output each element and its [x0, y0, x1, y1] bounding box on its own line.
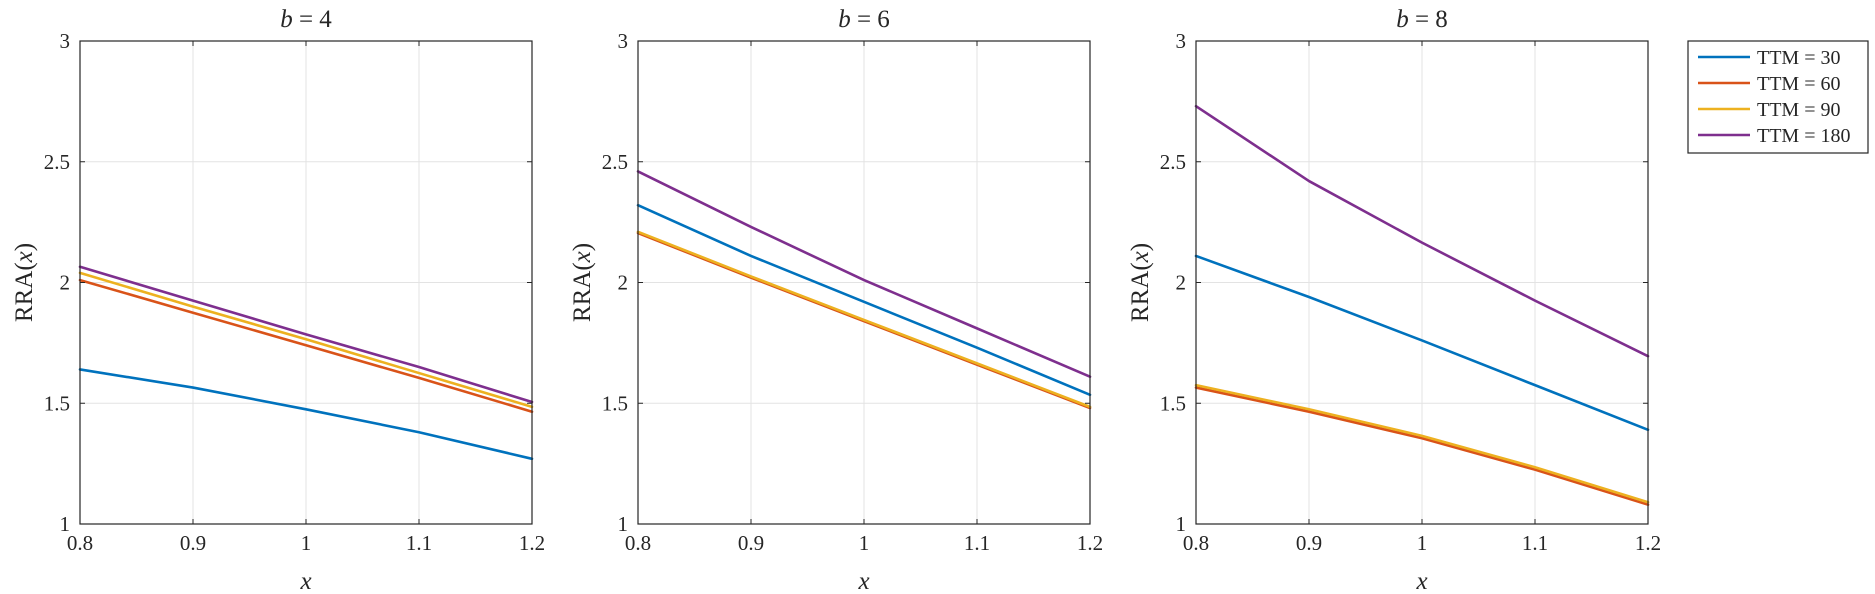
x-tick-label: 0.9: [738, 531, 764, 555]
series-line-ttm=180: [78, 265, 534, 404]
y-label-function: RRA(: [1127, 262, 1154, 322]
series-line-ttm=90: [1194, 383, 1650, 504]
subplot-title: b = 4: [280, 6, 332, 33]
legend: TTM = 30 TTM = 60 TTM = 90 TTM = 180: [1687, 40, 1869, 154]
y-tick-label: 2: [1176, 271, 1187, 295]
title-value: 4: [319, 6, 332, 33]
series-line-ttm=30: [78, 368, 534, 461]
y-tick-label: 1.5: [44, 391, 70, 415]
x-tick-label: 0.8: [67, 531, 93, 555]
x-tick-label: 1: [1417, 531, 1428, 555]
x-axis-label: x: [1415, 568, 1427, 594]
x-tick-label: 1.1: [406, 531, 432, 555]
legend-label: TTM = 30: [1757, 47, 1841, 69]
subplot-title: b = 6: [838, 6, 890, 33]
y-label-close: ): [11, 243, 38, 251]
y-label-function: RRA(: [569, 262, 596, 322]
x-tick-label: 0.9: [1296, 531, 1322, 555]
title-variable: b: [280, 6, 293, 33]
x-tick-label: 1.2: [519, 531, 545, 555]
x-tick-label: 1: [859, 531, 870, 555]
y-axis-label: RRA(x): [1127, 243, 1154, 322]
x-axis-label: x: [299, 568, 311, 594]
series-line-ttm=180: [1194, 104, 1650, 358]
series-line-ttm=180: [636, 170, 1092, 378]
series-line-ttm=30: [636, 203, 1092, 397]
legend-label: TTM = 90: [1757, 99, 1841, 121]
x-tick-label: 1.2: [1635, 531, 1661, 555]
title-value: 6: [877, 6, 890, 33]
title-value: 8: [1435, 6, 1448, 33]
y-tick-label: 1: [60, 512, 71, 536]
series-line-ttm=90: [78, 271, 534, 409]
x-tick-label: 0.8: [625, 531, 651, 555]
series-line-ttm=60: [1194, 386, 1650, 506]
x-tick-label: 0.8: [1183, 531, 1209, 555]
x-tick-label: 1.1: [1522, 531, 1548, 555]
x-tick-label: 1.2: [1077, 531, 1103, 555]
x-tick-label: 1.1: [964, 531, 990, 555]
y-tick-label: 1.5: [1160, 391, 1186, 415]
y-axis-label: RRA(x): [569, 243, 596, 322]
series-line-ttm=60: [78, 278, 534, 414]
series-line-ttm=90: [636, 230, 1092, 409]
y-label-function: RRA(: [11, 262, 38, 322]
title-variable: b: [1396, 6, 1409, 33]
y-label-close: ): [1127, 243, 1154, 251]
x-axis-label: x: [857, 568, 869, 594]
y-tick-label: 2: [618, 271, 629, 295]
y-tick-label: 2.5: [602, 150, 628, 174]
y-tick-label: 1: [618, 512, 629, 536]
x-tick-label: 1: [301, 531, 312, 555]
subplot-title: b = 8: [1396, 6, 1448, 33]
y-label-variable: x: [1127, 251, 1154, 263]
title-equals: =: [293, 6, 320, 33]
y-label-variable: x: [11, 251, 38, 263]
y-label-variable: x: [569, 251, 596, 263]
legend-label: TTM = 60: [1757, 73, 1841, 95]
y-tick-label: 2: [60, 271, 71, 295]
legend-label: TTM = 180: [1757, 125, 1851, 147]
y-tick-label: 2.5: [1160, 150, 1186, 174]
title-variable: b: [838, 6, 851, 33]
title-equals: =: [1409, 6, 1436, 33]
series-line-ttm=30: [1194, 254, 1650, 432]
y-tick-label: 2.5: [44, 150, 70, 174]
y-tick-label: 3: [1176, 29, 1187, 53]
y-tick-label: 3: [60, 29, 71, 53]
y-tick-label: 3: [618, 29, 629, 53]
y-label-close: ): [569, 243, 596, 251]
y-axis-label: RRA(x): [11, 243, 38, 322]
y-tick-label: 1.5: [602, 391, 628, 415]
y-tick-label: 1: [1176, 512, 1187, 536]
title-equals: =: [851, 6, 878, 33]
x-tick-label: 0.9: [180, 531, 206, 555]
